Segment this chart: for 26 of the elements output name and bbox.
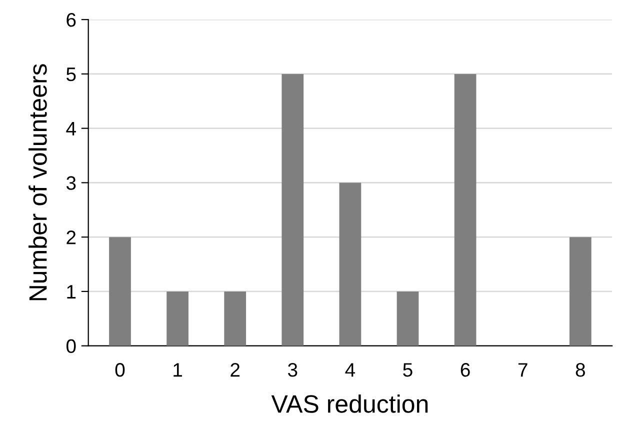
y-tick-label: 0 (66, 339, 76, 354)
bar (396, 291, 419, 346)
y-tick-label: 4 (66, 122, 76, 136)
x-tick-label: 6 (460, 363, 470, 377)
x-tick-label: 5 (403, 363, 412, 377)
bar (166, 291, 188, 346)
bar (224, 291, 246, 346)
bar (109, 237, 131, 346)
x-tick-label: 3 (288, 363, 298, 377)
y-tick-label: 5 (66, 68, 76, 82)
x-tick-label: 2 (230, 363, 240, 377)
y-axis-title: Number of volunteers (28, 64, 47, 300)
bar (339, 182, 362, 346)
x-tick-label: 4 (345, 363, 356, 377)
x-tick-label: 7 (518, 363, 528, 377)
bar (282, 74, 304, 346)
y-tick-label: 2 (66, 230, 76, 244)
x-tick-label: 8 (576, 363, 585, 377)
x-tick-label: 0 (115, 363, 125, 377)
y-tick-label: 3 (66, 176, 76, 190)
x-axis-title: VAS reduction (271, 394, 428, 413)
y-tick-label: 6 (66, 13, 76, 27)
bar (569, 237, 592, 346)
bar (454, 74, 476, 346)
y-tick-label: 1 (67, 285, 76, 298)
x-tick-label: 1 (174, 363, 182, 377)
